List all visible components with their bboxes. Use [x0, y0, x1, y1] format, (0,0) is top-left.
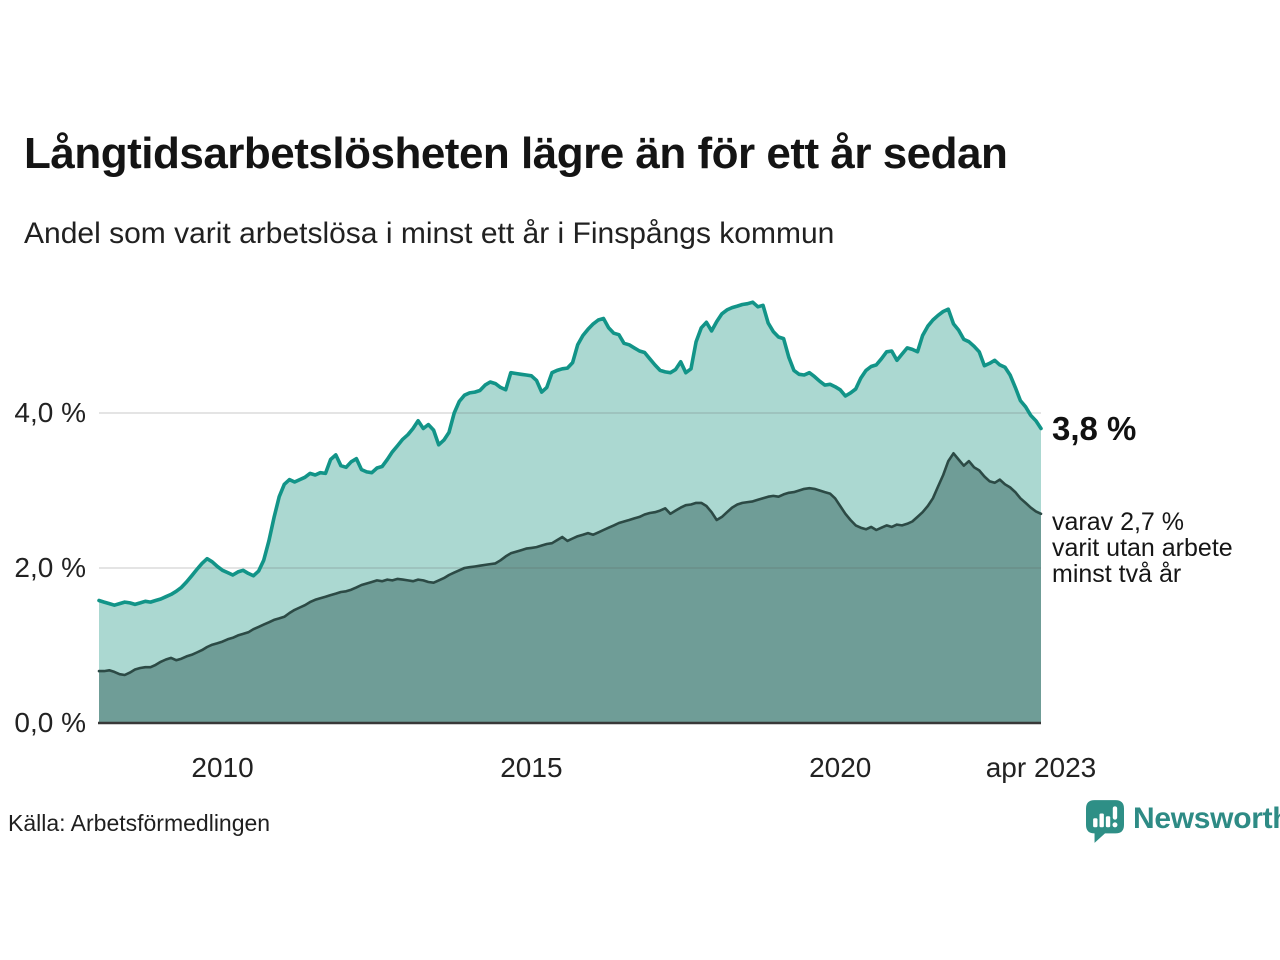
x-axis-tick-label: 2015 [500, 752, 563, 783]
annotation-line-2: varit utan arbete [1052, 534, 1233, 562]
series-line-1 [97, 451, 1043, 677]
y-axis-tick-label: 4,0 % [14, 397, 86, 428]
y-axis-tick-label: 0,0 % [14, 707, 86, 738]
page-subtitle: Andel som varit arbetslösa i minst ett å… [24, 217, 835, 250]
newsworthy-wordmark: Newsworthy [1133, 802, 1280, 835]
annotation-line-1: varav 2,7 % [1052, 508, 1185, 536]
y-axis-tick-label: 2,0 % [14, 552, 86, 583]
x-axis-tick-label: 2010 [191, 752, 254, 783]
annotation-line-3: minst två år [1052, 560, 1182, 588]
source-attribution: Källa: Arbetsförmedlingen [8, 810, 271, 836]
newsworthy-logo-icon [1086, 799, 1124, 850]
series-line-0 [97, 300, 1043, 608]
newsworthy-brand[interactable]: Newsworthy [1086, 799, 1280, 850]
secondary-series-annotation: varav 2,7 % varit utan arbete minst två … [1052, 509, 1233, 587]
series-end-value-label: 3,8 % [1052, 409, 1137, 447]
x-axis-tick-label: 2020 [809, 752, 872, 783]
x-axis-tick-label: apr 2023 [985, 752, 1097, 783]
series-area-1 [99, 453, 1041, 723]
page-title: Långtidsarbetslösheten lägre än för ett … [24, 129, 1008, 178]
